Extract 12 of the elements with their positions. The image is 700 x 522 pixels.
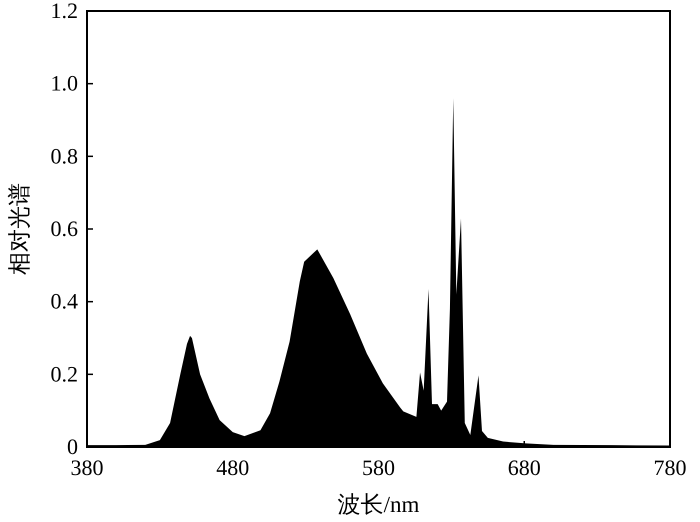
y-axis-title: 相对光谱 [7,183,32,275]
y-tick-label: 1.0 [50,70,78,96]
x-tick-label: 680 [508,455,541,480]
x-tick-label: 780 [654,455,686,480]
y-tick-label: 0.6 [50,216,78,241]
x-tick-label: 480 [216,455,250,480]
y-tick-label: 1.2 [50,0,78,23]
y-tick-label: 0.2 [50,361,78,386]
x-axis-title: 波长/nm [338,492,420,517]
y-tick-label: 0.4 [50,288,78,314]
x-tick-label: 580 [362,455,395,480]
y-tick-label: 0.8 [50,143,78,168]
